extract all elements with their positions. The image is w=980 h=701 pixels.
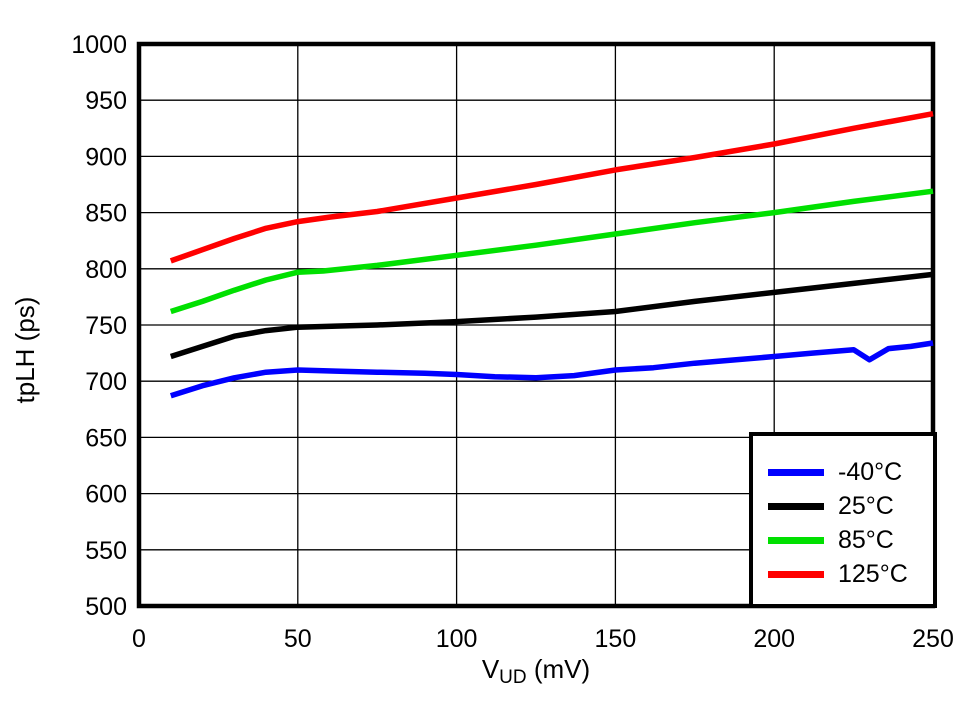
y-axis-title: tpLH (ps) [10,296,40,404]
y-tick-label-650: 650 [85,424,127,452]
y-tick-label-800: 800 [85,256,127,284]
legend-item-125°C: 125°C [753,557,933,591]
plot-border [136,41,936,609]
legend-item--40°C: -40°C [753,455,933,489]
x-axis-title-symbol: V [481,654,500,684]
legend-label: -40°C [838,457,903,486]
legend-swatch-25°C [768,502,824,510]
legend-swatch-85°C [768,536,824,544]
legend-label: 85°C [838,525,894,554]
series-line-125°C [169,110,934,264]
x-axis-title-unit: (mV) [526,654,591,684]
y-tick-label-550: 550 [85,537,127,565]
legend-swatch-125°C [768,570,824,578]
y-tick-label-950: 950 [85,87,127,115]
legend-label: 25°C [838,491,894,520]
y-tick-label-900: 900 [85,143,127,171]
series-line-25°C [169,271,934,360]
x-tick-label-0: 0 [132,625,146,653]
x-tick-label-250: 250 [912,625,954,653]
y-tick-label-700: 700 [85,368,127,396]
legend-label: 125°C [838,559,908,588]
y-tick-label-600: 600 [85,481,127,509]
series-line--40°C [169,340,934,399]
x-tick-label-50: 50 [284,625,312,653]
x-tick-label-150: 150 [595,625,637,653]
x-tick-label-100: 100 [436,625,478,653]
legend-swatch--40°C [768,468,824,476]
x-axis-title: VUD (mV) [436,654,636,688]
x-axis-title-subscript: UD [499,667,527,688]
y-tick-label-850: 850 [85,200,127,228]
x-tick-label-200: 200 [753,625,795,653]
y-tick-label-750: 750 [85,312,127,340]
series-line-85°C [169,188,934,315]
legend-item-85°C: 85°C [753,523,933,557]
y-tick-label-1000: 1000 [71,31,127,59]
y-tick-label-500: 500 [85,593,127,621]
legend: -40°C 25°C 85°C 125°C [749,432,937,608]
legend-item-25°C: 25°C [753,489,933,523]
